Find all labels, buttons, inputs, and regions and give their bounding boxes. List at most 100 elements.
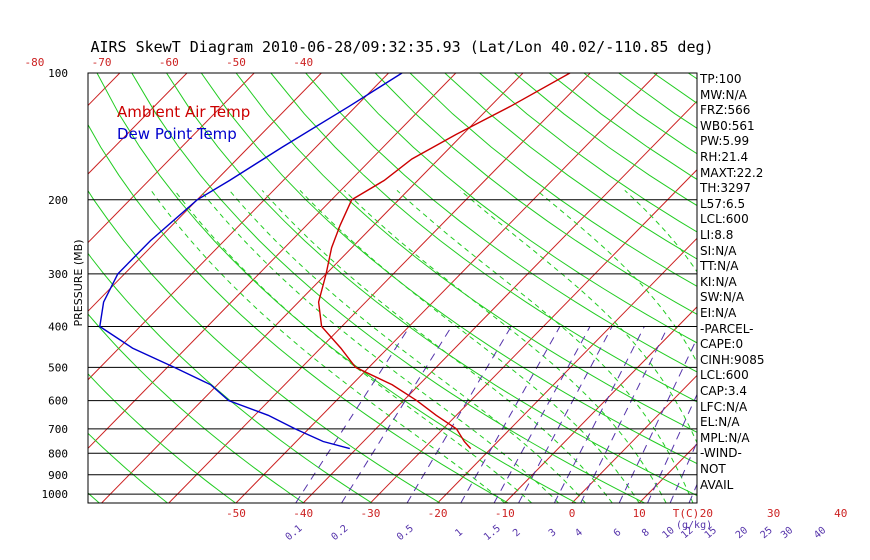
temp-tick-bottom: -30 (360, 507, 380, 520)
pressure-tick-label: 500 (48, 361, 68, 374)
plot-frame (87, 72, 698, 504)
mixing-ratio-line (295, 326, 411, 503)
isotherm-line (235, 73, 658, 503)
isotherm-line (88, 73, 457, 450)
isotherm-line (774, 73, 870, 503)
temp-tick-top: -50 (226, 56, 246, 69)
mixing-ratio-line (406, 326, 512, 503)
mixing-ratio-label: 6 (612, 527, 624, 539)
pressure-tick-label: 700 (48, 423, 68, 436)
dry-adiabat-line (862, 73, 870, 503)
dry-adiabat-line (479, 73, 697, 233)
dry-adiabat-line (88, 123, 509, 503)
temp-tick-bottom: -40 (293, 507, 313, 520)
mixing-ratio-label: 3 (547, 527, 559, 539)
mixing-ratio-line (553, 326, 645, 503)
info-panel-line: EL:N/A (700, 415, 740, 430)
info-panel-line: MW:N/A (700, 87, 747, 102)
pressure-tick-label: 900 (48, 469, 68, 482)
temp-tick-top: -60 (159, 56, 179, 69)
info-panel-line: CAPE:0 (700, 337, 744, 352)
legend-dew-point: Dew Point Temp (117, 125, 237, 143)
isotherm-line (504, 306, 697, 503)
info-panel-line: NOT (700, 462, 726, 476)
ambient-temp-line (317, 73, 571, 450)
y-axis-label: PRESSURE (MB) (72, 240, 85, 327)
mixing-ratio-unit: (g/kg) (676, 520, 712, 531)
mixing-ratio-label: 30 (779, 525, 795, 541)
dry-adiabat-line (88, 432, 168, 503)
temp-tick-bottom: -10 (495, 507, 515, 520)
mixing-ratio-label: 0.5 (395, 523, 416, 543)
dry-adiabat-line (131, 73, 645, 503)
pressure-tick-label: 400 (48, 321, 68, 334)
chart-title: AIRS SkewT Diagram 2010-06-28/09:32:35.9… (90, 38, 713, 56)
mixing-ratio-label: 0.2 (330, 523, 351, 543)
dry-adiabat-line (88, 252, 373, 503)
info-panel-line: LFC:N/A (700, 399, 748, 414)
info-panel-line: FRZ:566 (700, 103, 751, 118)
temp-tick-top: -40 (293, 56, 313, 69)
isotherm-line (88, 73, 121, 107)
info-panel-line: MAXT:22.2 (700, 165, 764, 180)
dry-adiabat-line (270, 73, 697, 403)
moist-adiabat-line (299, 190, 640, 503)
mixing-ratio-label: 25 (759, 525, 775, 541)
dry-adiabat-line (340, 73, 697, 344)
dry-adiabat-line (758, 73, 870, 503)
temp-tick-bottom: 30 (767, 507, 780, 520)
moist-adiabat-line (261, 190, 613, 503)
mixing-ratio-label: 40 (812, 525, 828, 541)
moist-adiabat-line (460, 190, 697, 444)
mixing-ratio-label: 2 (511, 527, 523, 539)
info-panel-line: CAP:3.4 (700, 384, 747, 398)
moist-adiabat-line (396, 190, 694, 503)
mixing-ratio-line (618, 337, 697, 503)
mixing-ratio-line (493, 326, 591, 503)
mixing-ratio-line (341, 326, 452, 503)
dry-adiabat-line (88, 313, 305, 503)
dry-adiabat-line (88, 189, 441, 503)
isotherm-line (88, 73, 255, 244)
dry-adiabat-line (200, 73, 697, 465)
mixing-ratio-label: 20 (734, 525, 750, 541)
info-panel-line: EI:N/A (700, 306, 737, 320)
dry-adiabat-line (96, 73, 577, 503)
moist-adiabat-line (150, 190, 506, 503)
dry-adiabat-line (88, 373, 236, 503)
isotherm-line (88, 73, 188, 175)
dry-adiabat-line (653, 73, 697, 104)
info-panel-line: L57:6.5 (700, 196, 746, 211)
isotherm-line (571, 374, 697, 503)
moist-adiabat-line (790, 190, 827, 503)
dry-adiabat-line (444, 73, 697, 260)
dry-adiabat-line (305, 73, 697, 373)
moist-adiabat-line (343, 190, 667, 503)
temp-tick-top: -80 (24, 56, 44, 69)
info-panel-line: SI:N/A (700, 243, 737, 258)
info-panel-line: LI:8.8 (700, 228, 734, 242)
pressure-tick-label: 1000 (42, 488, 69, 501)
info-panel-line: MPL:N/A (700, 430, 750, 445)
isotherm-line (370, 169, 697, 503)
isotherm-line (638, 443, 697, 503)
mixing-ratio-line (789, 327, 854, 503)
isotherm-line (841, 73, 870, 503)
mixing-ratio-line (647, 393, 697, 503)
info-panel-line: RH:21.4 (700, 150, 749, 164)
temp-tick-bottom: 20 (700, 507, 713, 520)
mixing-ratio-label: 4 (573, 527, 585, 539)
info-panel-line: TT:N/A (700, 259, 739, 274)
mixing-ratio-label: 1.5 (482, 523, 503, 543)
temp-tick-bottom: 0 (569, 507, 576, 520)
mixing-ratio-line (822, 327, 870, 503)
dry-adiabat-line (374, 73, 697, 315)
info-panel-line: CINH:9085 (700, 352, 765, 367)
mixing-ratio-line (580, 326, 669, 503)
mixing-ratio-label: 0.1 (284, 523, 305, 543)
moist-adiabat-line (174, 190, 533, 503)
pressure-tick-label: 300 (48, 268, 68, 281)
temp-tick-top: -70 (92, 56, 112, 69)
info-panel-line: WB0:561 (700, 118, 755, 133)
